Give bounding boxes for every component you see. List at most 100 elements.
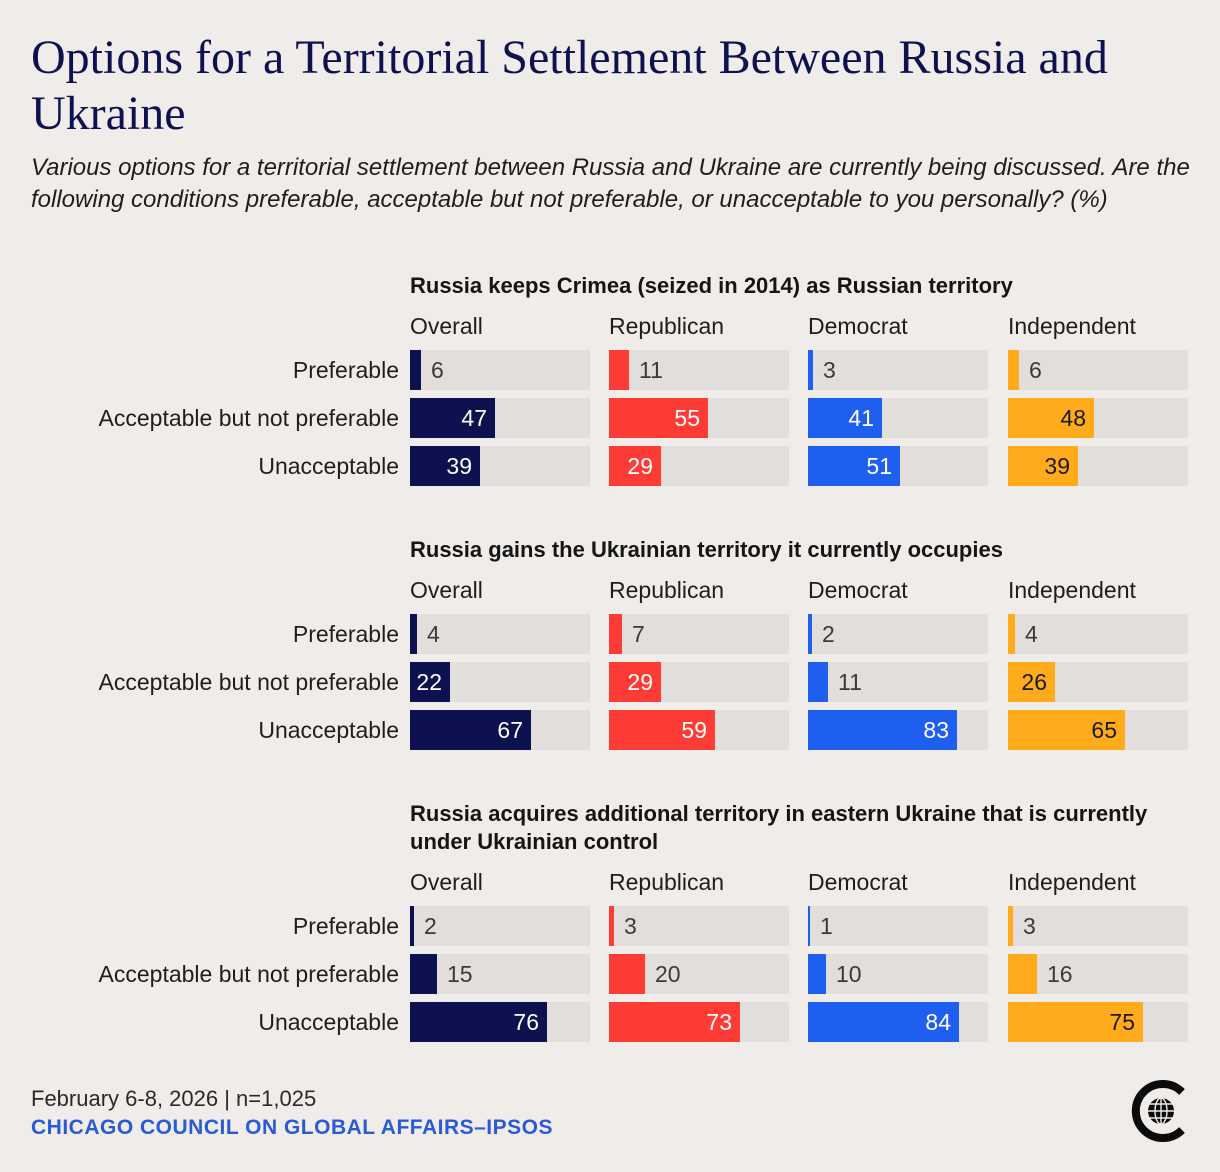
bar-track: 67 — [410, 710, 590, 750]
row-label: Acceptable but not preferable — [98, 961, 399, 987]
bar-track: 11 — [808, 662, 988, 702]
bar-overall — [410, 350, 421, 390]
bar-track: 4 — [1008, 614, 1188, 654]
column-header-overall: Overall — [410, 869, 483, 895]
bar-track: 3 — [609, 906, 789, 946]
panel-title: Russia gains the Ukrainian territory it … — [410, 537, 1003, 562]
bar-overall — [410, 446, 480, 486]
data-label: 2 — [424, 913, 437, 939]
bar-republican — [609, 614, 622, 654]
panel-title: Russia keeps Crimea (seized in 2014) as … — [410, 273, 1013, 298]
bar-independent — [1008, 446, 1078, 486]
bar-democrat — [808, 662, 828, 702]
column-header-democrat: Democrat — [808, 869, 908, 895]
bar-democrat — [808, 1002, 959, 1042]
bar-track: 1 — [808, 906, 988, 946]
data-label: 39 — [446, 453, 472, 479]
bar-track: 15 — [410, 954, 590, 994]
data-label: 1 — [820, 913, 833, 939]
column-header-republican: Republican — [609, 869, 725, 895]
bar-track: 6 — [410, 350, 590, 390]
column-header-independent: Independent — [1008, 577, 1136, 603]
bar-republican — [609, 662, 661, 702]
bar-independent — [1008, 954, 1037, 994]
bar-republican — [609, 446, 661, 486]
bar-track: 26 — [1008, 662, 1188, 702]
bar-democrat — [808, 954, 826, 994]
bar-track: 22 — [410, 662, 590, 702]
bar-track: 6 — [1008, 350, 1188, 390]
bar-democrat — [808, 446, 900, 486]
bar-independent — [1008, 662, 1055, 702]
data-label: 83 — [923, 717, 949, 743]
data-label: 3 — [624, 913, 637, 939]
bar-track: 16 — [1008, 954, 1188, 994]
column-header-independent: Independent — [1008, 313, 1136, 339]
data-label: 29 — [627, 669, 653, 695]
data-label: 2 — [822, 621, 835, 647]
bar-track: 75 — [1008, 1002, 1188, 1042]
bar-track: 29 — [609, 446, 789, 486]
bar-independent — [1008, 614, 1015, 654]
bar-independent — [1008, 350, 1019, 390]
data-label: 41 — [848, 405, 874, 431]
bar-track: 10 — [808, 954, 988, 994]
data-label: 51 — [866, 453, 892, 479]
chicago-council-globe-icon — [1131, 1080, 1185, 1142]
survey-date: February 6-8, 2026 | n=1,025 — [31, 1086, 317, 1111]
bar-track: 47 — [410, 398, 590, 438]
data-label: 7 — [632, 621, 645, 647]
chart-title: Options for a Territorial Settlement Bet… — [31, 31, 1108, 140]
data-label: 55 — [674, 405, 700, 431]
bar-track: 76 — [410, 1002, 590, 1042]
bar-democrat — [808, 906, 810, 946]
data-label: 59 — [681, 717, 707, 743]
bar-track: 51 — [808, 446, 988, 486]
bar-democrat — [808, 398, 882, 438]
data-label: 4 — [1025, 621, 1038, 647]
bar-republican — [609, 398, 708, 438]
row-label: Unacceptable — [258, 1009, 399, 1035]
column-header-republican: Republican — [609, 577, 725, 603]
bar-track: 29 — [609, 662, 789, 702]
row-label: Unacceptable — [258, 717, 399, 743]
bar-track: 20 — [609, 954, 789, 994]
bar-overall — [410, 614, 417, 654]
column-header-democrat: Democrat — [808, 577, 908, 603]
bar-track: 4 — [410, 614, 590, 654]
bar-overall — [410, 1002, 547, 1042]
data-label: 11 — [639, 357, 663, 383]
data-label: 16 — [1047, 961, 1073, 987]
bar-track: 39 — [410, 446, 590, 486]
data-label: 47 — [461, 405, 487, 431]
row-label: Preferable — [292, 913, 399, 939]
bar-democrat — [808, 350, 813, 390]
bar-track: 39 — [1008, 446, 1188, 486]
bar-overall — [410, 398, 495, 438]
bar-independent — [1008, 1002, 1143, 1042]
bar-track: 2 — [410, 906, 590, 946]
bar-track: 48 — [1008, 398, 1188, 438]
column-header-overall: Overall — [410, 313, 483, 339]
data-label: 39 — [1044, 453, 1070, 479]
column-header-republican: Republican — [609, 313, 725, 339]
bar-track: 83 — [808, 710, 988, 750]
bar-track: 41 — [808, 398, 988, 438]
data-label: 20 — [655, 961, 681, 987]
data-label: 67 — [497, 717, 523, 743]
data-label: 73 — [706, 1009, 732, 1035]
bar-track: 59 — [609, 710, 789, 750]
data-label: 4 — [427, 621, 440, 647]
bar-republican — [609, 710, 715, 750]
panel-title: Russia acquires additional territory in … — [410, 801, 1148, 854]
bar-independent — [1008, 710, 1125, 750]
data-label: 6 — [1029, 357, 1042, 383]
bar-democrat — [808, 614, 812, 654]
bar-track: 7 — [609, 614, 789, 654]
data-label: 75 — [1109, 1009, 1135, 1035]
bar-track: 11 — [609, 350, 789, 390]
bar-track: 2 — [808, 614, 988, 654]
data-label: 26 — [1021, 669, 1047, 695]
column-header-overall: Overall — [410, 577, 483, 603]
bar-republican — [609, 1002, 740, 1042]
